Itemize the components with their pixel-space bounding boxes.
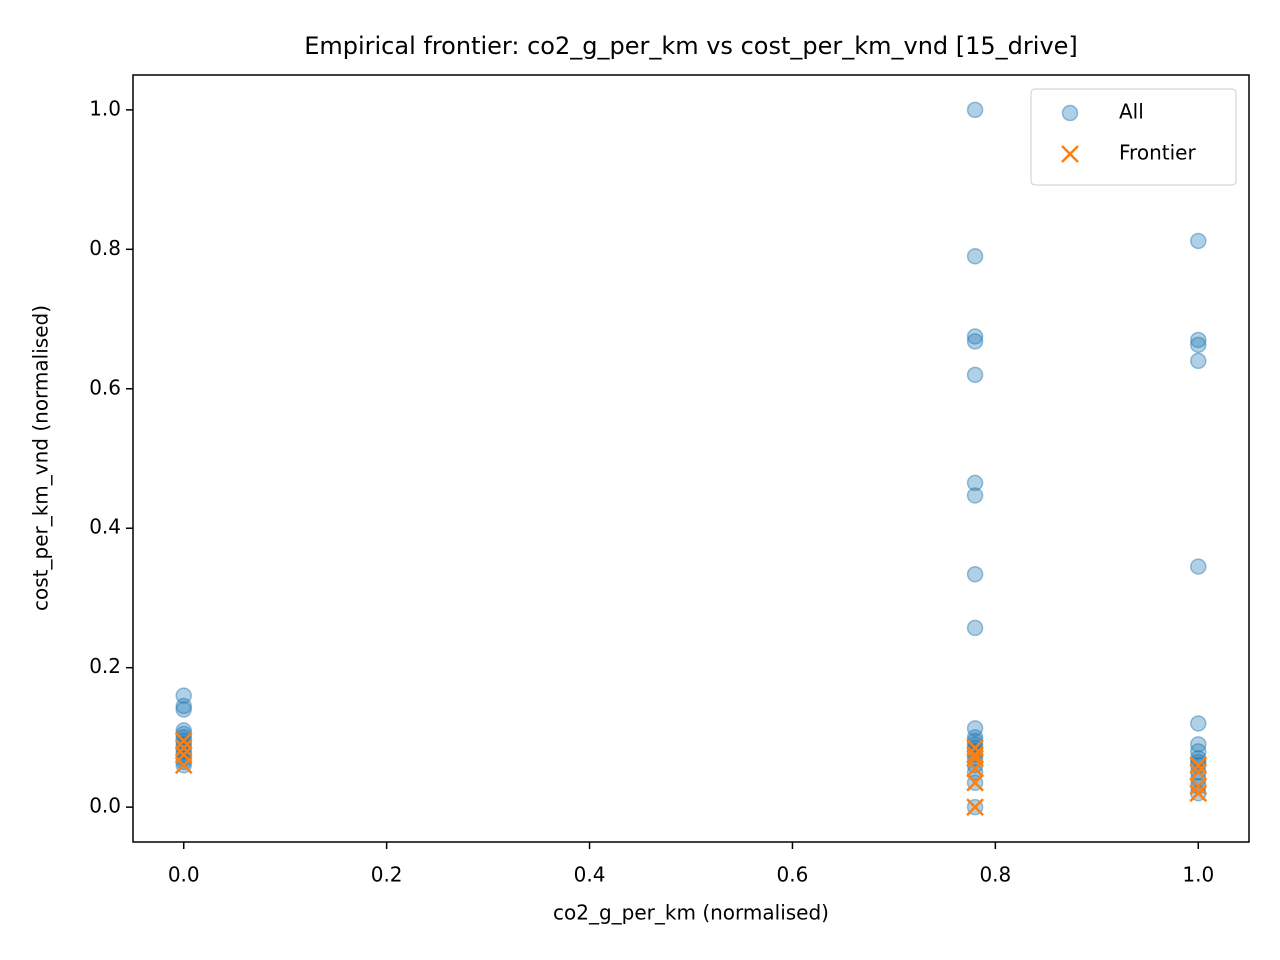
x-tick-label: 0.8 bbox=[979, 863, 1011, 887]
data-point bbox=[966, 729, 984, 746]
y-tick-label: 0.6 bbox=[89, 375, 121, 399]
x-tick-label: 0.0 bbox=[168, 863, 200, 887]
y-axis-label: cost_per_km_vnd (normalised) bbox=[29, 305, 53, 611]
x-tick-label: 0.2 bbox=[371, 863, 403, 887]
data-point bbox=[966, 736, 984, 753]
data-point bbox=[1190, 232, 1207, 250]
data-point bbox=[966, 619, 984, 637]
data-point bbox=[1190, 336, 1207, 354]
frontier-point bbox=[1189, 763, 1208, 782]
data-point bbox=[175, 687, 192, 704]
data-point bbox=[1190, 753, 1207, 771]
y-tick-label: 1.0 bbox=[89, 96, 121, 120]
data-point bbox=[1190, 715, 1207, 732]
data-point bbox=[1190, 331, 1207, 349]
data-point bbox=[966, 328, 984, 345]
data-point bbox=[966, 764, 984, 781]
frontier-point bbox=[174, 756, 193, 775]
data-point bbox=[966, 333, 984, 350]
legend-marker bbox=[1061, 145, 1079, 163]
legend-marker bbox=[1061, 104, 1079, 122]
data-point bbox=[966, 248, 984, 265]
y-tick-label: 0.8 bbox=[89, 236, 121, 260]
data-point bbox=[1190, 352, 1207, 370]
y-tick-label: 0.0 bbox=[89, 794, 121, 818]
legend-label: All bbox=[1119, 100, 1144, 124]
data-point bbox=[1190, 743, 1207, 760]
y-tick-label: 0.2 bbox=[89, 654, 121, 678]
legend-box bbox=[1030, 88, 1237, 186]
data-point bbox=[175, 697, 192, 715]
data-point bbox=[966, 487, 984, 504]
data-point bbox=[966, 474, 984, 492]
x-axis-label: co2_g_per_km (normalised) bbox=[553, 901, 829, 925]
chart-title: Empirical frontier: co2_g_per_km vs cost… bbox=[304, 32, 1078, 60]
data-point bbox=[175, 701, 192, 718]
data-point bbox=[966, 366, 984, 384]
data-point bbox=[966, 565, 984, 583]
frontier-point bbox=[174, 738, 193, 757]
data-point bbox=[175, 736, 192, 753]
frontier-point bbox=[1189, 777, 1208, 796]
y-tick-label: 0.4 bbox=[89, 515, 121, 539]
data-point bbox=[175, 743, 192, 760]
data-point bbox=[966, 720, 984, 737]
x-tick-label: 0.6 bbox=[777, 863, 809, 887]
data-point bbox=[966, 101, 984, 119]
frontier-point bbox=[174, 732, 193, 750]
data-point bbox=[1190, 736, 1207, 753]
data-point bbox=[175, 722, 192, 739]
legend-label: Frontier bbox=[1119, 141, 1196, 165]
frontier-point bbox=[966, 773, 984, 792]
frontier-point bbox=[966, 798, 984, 817]
frontier-point bbox=[966, 759, 984, 778]
x-tick-label: 0.4 bbox=[574, 863, 606, 887]
data-point bbox=[1190, 558, 1207, 575]
data-point bbox=[175, 729, 192, 746]
frontier-point bbox=[1189, 756, 1208, 775]
plot-frame bbox=[132, 74, 1250, 843]
frontier-point bbox=[1189, 784, 1208, 803]
x-tick-label: 1.0 bbox=[1182, 863, 1214, 887]
frontier-point bbox=[966, 745, 984, 764]
